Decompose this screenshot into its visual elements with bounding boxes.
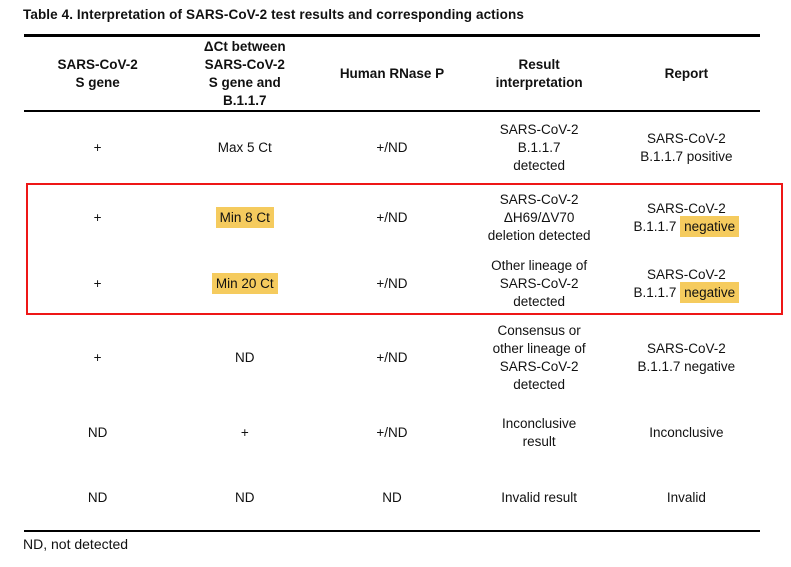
header-cell-rnase-p: Human RNase P (339, 65, 445, 81)
cell-text: + (93, 210, 102, 225)
header-cell-report: Report (664, 65, 709, 81)
table-cell: + (24, 253, 171, 315)
cell-text: Other lineage of SARS-CoV-2 detected (491, 258, 588, 309)
table-cell: Inconclusive result (466, 400, 613, 465)
table-cell: SARS-CoV-2 B.1.1.7 detected (466, 113, 613, 183)
cell-text: SARS-CoV-2 B.1.1.7 negative (637, 340, 736, 374)
cell-text: Invalid result (501, 489, 578, 505)
table-cell: + (171, 400, 318, 465)
cell-text: SARS-CoV-2 B.1.1.7 (633, 267, 726, 300)
table-cell: +/ND (318, 253, 465, 315)
footnote: ND, not detected (23, 536, 129, 552)
table-cell: SARS-CoV-2 ΔH69/ΔV70 deletion detected (466, 183, 613, 253)
table-cell: + (24, 183, 171, 253)
table-cell: SARS-CoV-2 B.1.1.7 negative (613, 183, 760, 253)
header-cell-result-interpretation: Result interpretation (495, 56, 583, 90)
table-header-rule (24, 110, 760, 112)
cell-text: Max 5 Ct (217, 140, 272, 155)
cell-text: Inconclusive (649, 424, 724, 440)
table-row: + ND +/ND Consensus or other lineage of SAR… (24, 315, 760, 400)
cell-text: Consensus or other lineage of SARS-CoV-2… (492, 322, 586, 392)
cell-text: +/ND (376, 349, 408, 365)
table-cell: Consensus or other lineage of SARS-CoV-2… (466, 315, 613, 400)
table-top-rule (24, 34, 760, 37)
table-row: ND + +/ND Inconclusive result Inconclusive (24, 400, 760, 465)
table-cell: ND (24, 465, 171, 530)
table-cell: + (24, 315, 171, 400)
cell-text: Invalid (666, 489, 706, 505)
cell-text: SARS-CoV-2 B.1.1.7 (633, 201, 726, 234)
table-row: ND ND ND Invalid result Invalid (24, 465, 760, 530)
table-cell: Inconclusive (613, 400, 760, 465)
table-cell: + (24, 113, 171, 183)
cell-text: ND (87, 489, 108, 505)
cell-text: SARS-CoV-2 B.1.1.7 detected (499, 122, 579, 173)
table-cell: ND (318, 465, 465, 530)
table-cell: Invalid (613, 465, 760, 530)
cell-text: +/ND (376, 140, 408, 155)
cell-text: + (93, 140, 102, 155)
header-cell-delta-ct: ΔCt between SARS-CoV-2 S gene and B.1.1.… (203, 38, 286, 108)
table-cell: Other lineage of SARS-CoV-2 detected (466, 253, 613, 315)
highlight: Min 20 Ct (211, 273, 278, 294)
table-header-row: SARS-CoV-2 S gene ΔCt between SARS-CoV-2… (24, 37, 760, 110)
table-bottom-rule (24, 530, 760, 532)
header-cell-s-gene: SARS-CoV-2 S gene (57, 56, 138, 90)
table-cell: ND (171, 465, 318, 530)
table-cell: +/ND (318, 315, 465, 400)
table-cell: SARS-CoV-2 B.1.1.7 negative (613, 253, 760, 315)
highlight: negative (680, 216, 740, 237)
cell-text: + (93, 349, 102, 365)
table-cell: Min 20 Ct (171, 253, 318, 315)
cell-text: SARS-CoV-2 ΔH69/ΔV70 deletion detected (487, 192, 591, 243)
table-row: + Min 20 Ct +/ND Other lineage of SARS-CoV-… (24, 253, 760, 315)
table-cell: ND (171, 315, 318, 400)
cell-text: ND (235, 349, 255, 365)
table-cell: ND (24, 400, 171, 465)
table-cell: +/ND (318, 183, 465, 253)
table-cell: Min 8 Ct (171, 183, 318, 253)
cell-text: +/ND (376, 210, 408, 225)
table-row: + Min 8 Ct +/ND SARS-CoV-2 ΔH69/ΔV70 deleti… (24, 183, 760, 253)
table-cell: SARS-CoV-2 B.1.1.7 negative (613, 315, 760, 400)
table-row: + Max 5 Ct +/ND SARS-CoV-2 B.1.1.7 detected… (24, 113, 760, 183)
table-cell: +/ND (318, 113, 465, 183)
table-body: + Max 5 Ct +/ND SARS-CoV-2 B.1.1.7 detected… (24, 113, 760, 530)
cell-text: ND (235, 489, 255, 505)
cell-text: +/ND (376, 276, 408, 291)
highlight: negative (680, 282, 740, 303)
cell-text: Inconclusive result (502, 415, 577, 449)
cell-text: + (240, 424, 249, 440)
table-cell: Invalid result (466, 465, 613, 530)
table-cell: Max 5 Ct (171, 113, 318, 183)
table-cell: +/ND (318, 400, 465, 465)
cell-text: SARS-CoV-2 B.1.1.7 positive (640, 131, 733, 164)
table-title: Table 4. Interpretation of SARS-CoV-2 te… (23, 7, 524, 22)
highlight: Min 8 Ct (215, 207, 274, 228)
cell-text: + (93, 276, 102, 291)
cell-text: ND (382, 489, 402, 505)
table-cell: SARS-CoV-2 B.1.1.7 positive (613, 113, 760, 183)
cell-text: ND (87, 424, 108, 440)
cell-text: +/ND (376, 424, 408, 440)
